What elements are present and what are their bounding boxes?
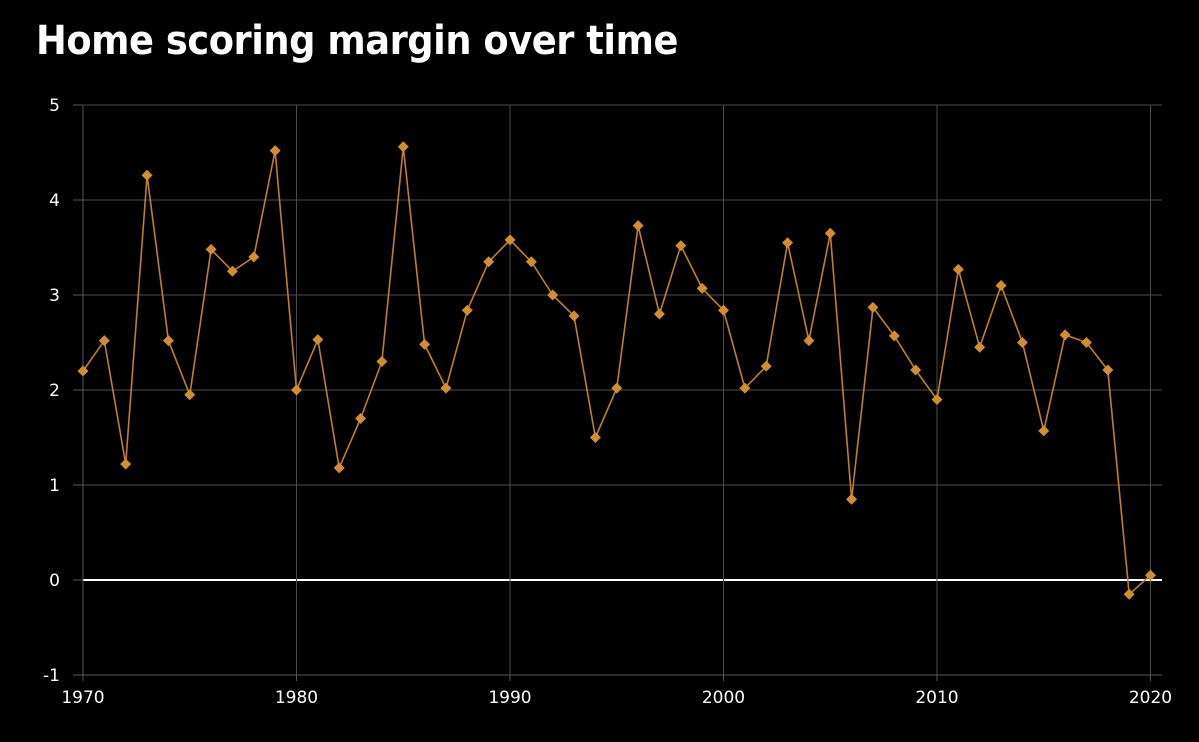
data-point-1980 bbox=[291, 384, 302, 396]
chart-title: Home scoring margin over time bbox=[36, 18, 678, 64]
data-point-2012 bbox=[974, 341, 986, 353]
x-tick-label-1970: 1970 bbox=[61, 688, 104, 708]
series-line bbox=[82, 146, 1152, 596]
data-point-2016 bbox=[1059, 329, 1071, 341]
x-tick-label-2000: 2000 bbox=[702, 688, 745, 708]
data-point-1991 bbox=[525, 256, 537, 268]
data-point-1986 bbox=[419, 338, 431, 350]
data-point-2007 bbox=[867, 301, 879, 313]
data-point-2001 bbox=[739, 382, 751, 394]
data-point-1998 bbox=[675, 240, 687, 252]
x-tick-label-2020: 2020 bbox=[1129, 688, 1172, 708]
data-point-1987 bbox=[440, 382, 452, 394]
data-point-2017 bbox=[1080, 337, 1092, 348]
data-point-1977 bbox=[226, 265, 238, 277]
data-point-2013 bbox=[995, 280, 1007, 291]
y-tick-label-4: 4 bbox=[49, 191, 60, 211]
data-point-2000 bbox=[718, 304, 729, 316]
data-point-1982 bbox=[333, 462, 345, 474]
data-point-1984 bbox=[376, 356, 388, 367]
data-point-2008 bbox=[888, 330, 900, 342]
data-point-2014 bbox=[1016, 337, 1028, 348]
y-tick-label-1: 1 bbox=[49, 476, 60, 496]
data-point-1981 bbox=[312, 334, 324, 346]
data-point-2006 bbox=[846, 493, 858, 505]
data-point-1972 bbox=[120, 458, 132, 470]
data-point-2011 bbox=[952, 263, 964, 275]
data-point-2019 bbox=[1123, 588, 1135, 600]
data-point-1970 bbox=[77, 365, 89, 377]
data-point-2005 bbox=[824, 227, 836, 239]
data-point-1995 bbox=[611, 382, 623, 394]
data-point-1976 bbox=[205, 243, 217, 255]
data-point-2003 bbox=[782, 237, 794, 249]
y-tick-label-2: 2 bbox=[49, 381, 60, 401]
data-point-1996 bbox=[632, 220, 644, 232]
x-tick-label-2010: 2010 bbox=[915, 688, 958, 708]
data-point-1985 bbox=[397, 141, 409, 153]
data-point-1999 bbox=[696, 282, 708, 294]
data-point-2009 bbox=[910, 364, 922, 376]
data-point-1979 bbox=[269, 145, 281, 157]
data-point-1990 bbox=[504, 234, 516, 246]
data-point-2020 bbox=[1145, 569, 1156, 581]
data-point-1978 bbox=[248, 251, 260, 263]
data-point-1983 bbox=[355, 413, 367, 424]
data-point-1997 bbox=[653, 308, 665, 320]
data-point-1975 bbox=[184, 389, 196, 401]
data-point-2002 bbox=[760, 360, 772, 372]
x-tick-label-1990: 1990 bbox=[488, 688, 531, 708]
data-point-2010 bbox=[931, 394, 943, 405]
data-point-2015 bbox=[1038, 425, 1050, 437]
data-point-1992 bbox=[547, 289, 559, 301]
y-tick-label--1: -1 bbox=[43, 666, 60, 686]
data-point-1971 bbox=[98, 335, 110, 347]
data-point-1973 bbox=[141, 169, 153, 181]
x-tick-label-1980: 1980 bbox=[275, 688, 318, 708]
y-tick-label-5: 5 bbox=[49, 96, 60, 116]
data-point-1989 bbox=[483, 256, 495, 268]
data-point-1974 bbox=[162, 335, 174, 347]
data-point-1988 bbox=[461, 304, 473, 316]
data-point-1993 bbox=[568, 310, 580, 322]
y-tick-label-0: 0 bbox=[49, 571, 60, 591]
y-tick-label-3: 3 bbox=[49, 286, 60, 306]
data-point-2004 bbox=[803, 335, 815, 347]
data-point-2018 bbox=[1102, 364, 1114, 376]
data-point-1994 bbox=[589, 432, 601, 443]
